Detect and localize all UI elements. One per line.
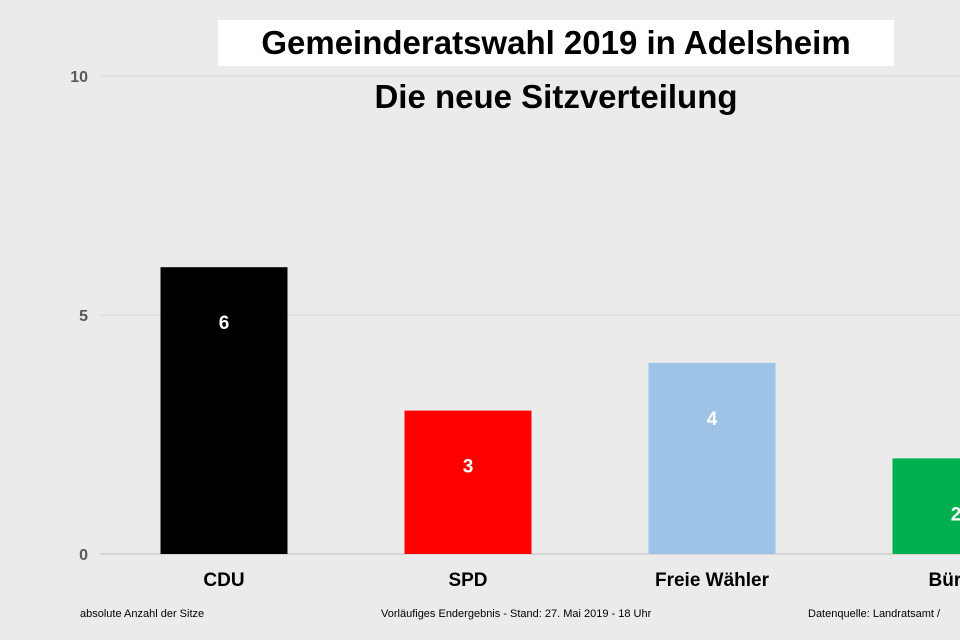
y-axis-ticks: 0 5 10 <box>70 69 88 564</box>
category-label: SPD <box>448 570 487 591</box>
chart-subtitle: Die neue Sitzverteilung <box>374 78 738 115</box>
bar <box>404 410 532 554</box>
bar <box>892 458 960 554</box>
value-labels: 6 3 4 2 <box>219 313 960 525</box>
bar <box>648 362 776 554</box>
y-tick-label: 0 <box>79 547 88 564</box>
footnote-right: Datenquelle: Landratsamt / <box>808 608 941 620</box>
y-tick-label: 10 <box>70 69 88 86</box>
title-background <box>218 20 894 66</box>
chart-title: Gemeinderatswahl 2019 in Adelsheim <box>261 24 851 61</box>
value-label: 6 <box>219 313 230 334</box>
bar <box>160 267 288 554</box>
category-label: Bürge <box>929 570 960 591</box>
value-label: 3 <box>463 457 474 478</box>
category-label: Freie Wähler <box>655 570 770 591</box>
value-label: 2 <box>951 504 960 525</box>
bars <box>160 267 960 554</box>
value-label: 4 <box>707 409 718 430</box>
y-tick-label: 5 <box>79 308 88 325</box>
category-label: CDU <box>203 570 244 591</box>
category-labels: CDU SPD Freie Wähler Bürge <box>203 570 960 591</box>
footnote-center: Vorläufiges Endergebnis - Stand: 27. Mai… <box>381 608 652 620</box>
footnote-left: absolute Anzahl der Sitze <box>80 608 205 620</box>
